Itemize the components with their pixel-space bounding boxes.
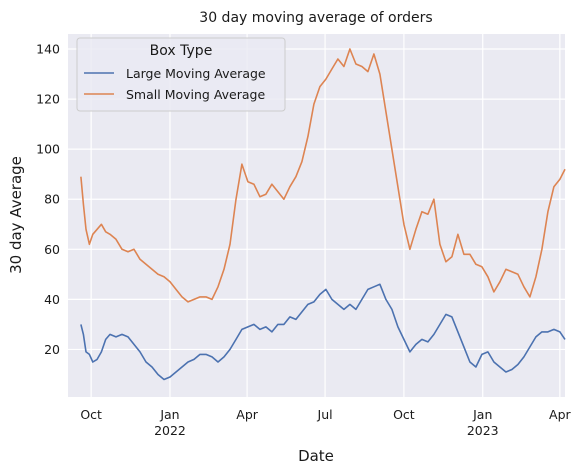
y-tick-label: 20: [44, 342, 60, 357]
x-tick-year-label: 2023: [467, 423, 499, 438]
x-tick-label: Jul: [317, 407, 333, 422]
legend: Box Type Large Moving Average Small Movi…: [76, 37, 286, 112]
series-line-small: [80, 48, 566, 303]
x-axis-label: Date: [298, 447, 334, 465]
y-tick-label: 100: [36, 142, 60, 157]
legend-label-large: Large Moving Average: [126, 66, 266, 81]
x-tick-label: Apr: [549, 407, 571, 422]
x-tick-label: Apr: [236, 407, 258, 422]
x-tick-year-label: 2022: [154, 423, 186, 438]
legend-label-small: Small Moving Average: [126, 87, 265, 102]
x-tick-label: Jan: [472, 407, 492, 422]
y-tick-label: 80: [44, 192, 60, 207]
chart-title: 30 day moving average of orders: [199, 10, 432, 26]
legend-box: [76, 37, 286, 112]
y-tick-label: 120: [36, 92, 60, 107]
x-tick-label: Oct: [393, 407, 415, 422]
y-axis-label: 30 day Average: [7, 156, 25, 274]
series-line-large: [80, 283, 566, 381]
x-tick-label: Oct: [80, 407, 102, 422]
series-lines: [80, 48, 566, 381]
y-tick-label: 40: [44, 292, 60, 307]
y-tick-label: 60: [44, 242, 60, 257]
legend-title: Box Type: [150, 43, 213, 59]
x-tick-label: Jan: [159, 407, 179, 422]
y-tick-label: 140: [36, 42, 60, 57]
